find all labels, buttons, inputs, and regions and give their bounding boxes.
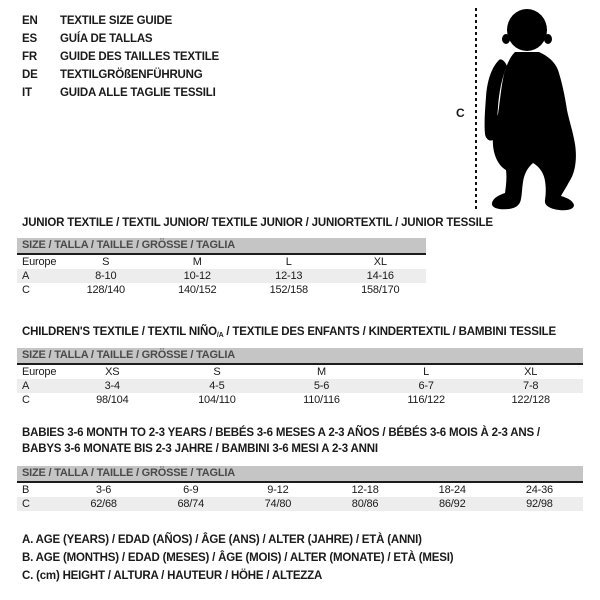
cell: 12-13 (275, 270, 303, 282)
cell: 5-6 (313, 380, 330, 392)
cell: 74/80 (264, 498, 292, 510)
lang-row-es: ES GUÍA DE TALLAS (22, 30, 219, 48)
height-measure-dashed-line (475, 8, 477, 210)
section-title-babies: BABIES 3-6 MONTH TO 2-3 YEARS / BEBÉS 3-… (22, 425, 540, 457)
cell: 18-24 (438, 484, 466, 496)
cell: 6-9 (183, 484, 199, 496)
baby-silhouette-icon (484, 9, 576, 211)
cell: 7-8 (523, 380, 539, 392)
cell: 152/158 (269, 284, 309, 296)
cell: 128/140 (86, 284, 126, 296)
cell: M (192, 256, 202, 268)
legend-note-c: C. (cm) HEIGHT / ALTURA / HAUTEUR / HÖHE… (22, 570, 323, 582)
cell: S (102, 256, 110, 268)
legend-notes: A. AGE (YEARS) / EDAD (AÑOS) / ÂGE (ANS)… (22, 531, 454, 585)
height-measure-label: C (456, 106, 465, 120)
cell: 68/74 (177, 498, 204, 510)
cell: 140/152 (178, 284, 217, 296)
table-row: C 62/68 68/74 74/80 80/86 86/92 92/98 (17, 497, 583, 511)
section-title-line2: BABYS 3-6 MONATE BIS 2-3 JAHRE / BAMBINI… (22, 443, 378, 455)
table-row: A 8-10 10-12 12-13 14-16 (17, 269, 426, 283)
lang-row-de: DE TEXTILGRÖßENFÜHRUNG (22, 66, 219, 84)
section-title-subscript: /A (216, 332, 224, 339)
cell: L (423, 366, 430, 378)
lang-row-it: IT GUIDA ALLE TAGLIE TESSILI (22, 84, 219, 102)
lang-row-fr: FR GUIDE DES TAILLES TEXTILE (22, 48, 219, 66)
cell: 110/116 (303, 394, 340, 406)
row-label: B (22, 484, 30, 496)
cell: XS (105, 366, 120, 378)
row-label: Europe (22, 256, 57, 268)
babies-size-table: SIZE / TALLA / TAILLE / GRÖSSE / TAGLIA … (17, 466, 583, 511)
cell: 4-5 (209, 380, 225, 392)
cell: 116/122 (407, 394, 445, 406)
table-row: C 128/140 140/152 152/158 158/170 (17, 283, 426, 297)
lang-code: FR (22, 51, 37, 63)
cell: 3-4 (104, 380, 121, 392)
cell: 6-7 (418, 380, 434, 392)
row-label: A (22, 380, 30, 392)
lang-code: DE (22, 69, 38, 81)
cell: 86/92 (438, 498, 466, 510)
row-label: C (22, 498, 30, 510)
cell: 92/98 (526, 498, 553, 510)
cell: XL (524, 366, 538, 378)
size-header-bar: SIZE / TALLA / TAILLE / GRÖSSE / TAGLIA (17, 466, 583, 483)
cell: XL (373, 256, 387, 268)
row-label: A (22, 270, 30, 282)
row-label: Europe (22, 366, 57, 378)
lang-title: GUIDA ALLE TAGLIE TESSILI (60, 87, 216, 99)
lang-code: IT (22, 87, 32, 99)
cell: S (213, 366, 221, 378)
legend-note-b: B. AGE (MONTHS) / EDAD (MESES) / ÂGE (MO… (22, 552, 454, 564)
row-label: C (22, 284, 30, 296)
section-title-line1: BABIES 3-6 MONTH TO 2-3 YEARS / BEBÉS 3-… (22, 427, 540, 439)
junior-size-table: SIZE / TALLA / TAILLE / GRÖSSE / TAGLIA … (17, 238, 426, 297)
cell: 10-12 (183, 270, 211, 282)
section-title-text: JUNIOR TEXTILE / TEXTIL JUNIOR/ TEXTILE … (22, 217, 493, 229)
cell: 80/86 (351, 498, 379, 510)
lang-title: GUÍA DE TALLAS (60, 33, 153, 45)
legend-note-a: A. AGE (YEARS) / EDAD (AÑOS) / ÂGE (ANS)… (22, 534, 422, 546)
cell: 158/170 (361, 284, 400, 296)
children-size-table: SIZE / TALLA / TAILLE / GRÖSSE / TAGLIA … (17, 348, 583, 407)
cell: 98/104 (96, 394, 129, 406)
cell: 122/128 (511, 394, 551, 406)
table-row: B 3-6 6-9 9-12 12-18 18-24 24-36 (17, 483, 583, 497)
cell: 3-6 (95, 484, 112, 496)
section-title-text: / TEXTILE DES ENFANTS / KINDERTEXTIL / B… (223, 326, 556, 338)
lang-code: EN (22, 15, 38, 27)
cell: M (317, 366, 326, 378)
table-row: Europe S M L XL (17, 255, 426, 269)
lang-title: TEXTILGRÖßENFÜHRUNG (60, 69, 203, 81)
section-title-text: CHILDREN'S TEXTILE / TEXTIL NIÑO (22, 326, 217, 338)
cell: 24-36 (525, 484, 553, 496)
section-title-children: CHILDREN'S TEXTILE / TEXTIL NIÑO/A / TEX… (22, 324, 556, 344)
section-title-junior: JUNIOR TEXTILE / TEXTIL JUNIOR/ TEXTILE … (22, 215, 493, 231)
table-row: C 98/104 104/110 110/116 116/122 122/128 (17, 393, 583, 407)
cell: 62/68 (90, 498, 117, 510)
table-row: Europe XS S M L XL (17, 365, 583, 379)
cell: 14-16 (366, 270, 394, 282)
lang-title: GUIDE DES TAILLES TEXTILE (60, 51, 219, 63)
cell: 104/110 (198, 394, 236, 406)
size-header-bar: SIZE / TALLA / TAILLE / GRÖSSE / TAGLIA (17, 238, 426, 255)
lang-row-en: EN TEXTILE SIZE GUIDE (22, 12, 219, 30)
cell: 8-10 (95, 270, 117, 282)
language-list: EN TEXTILE SIZE GUIDE ES GUÍA DE TALLAS … (22, 12, 219, 102)
cell: L (285, 256, 292, 268)
row-label: C (22, 394, 30, 406)
cell: 12-18 (351, 484, 379, 496)
table-row: A 3-4 4-5 5-6 6-7 7-8 (17, 379, 583, 393)
lang-title: TEXTILE SIZE GUIDE (60, 15, 173, 27)
size-header-bar: SIZE / TALLA / TAILLE / GRÖSSE / TAGLIA (17, 348, 583, 365)
lang-code: ES (22, 33, 37, 45)
cell: 9-12 (267, 484, 289, 496)
